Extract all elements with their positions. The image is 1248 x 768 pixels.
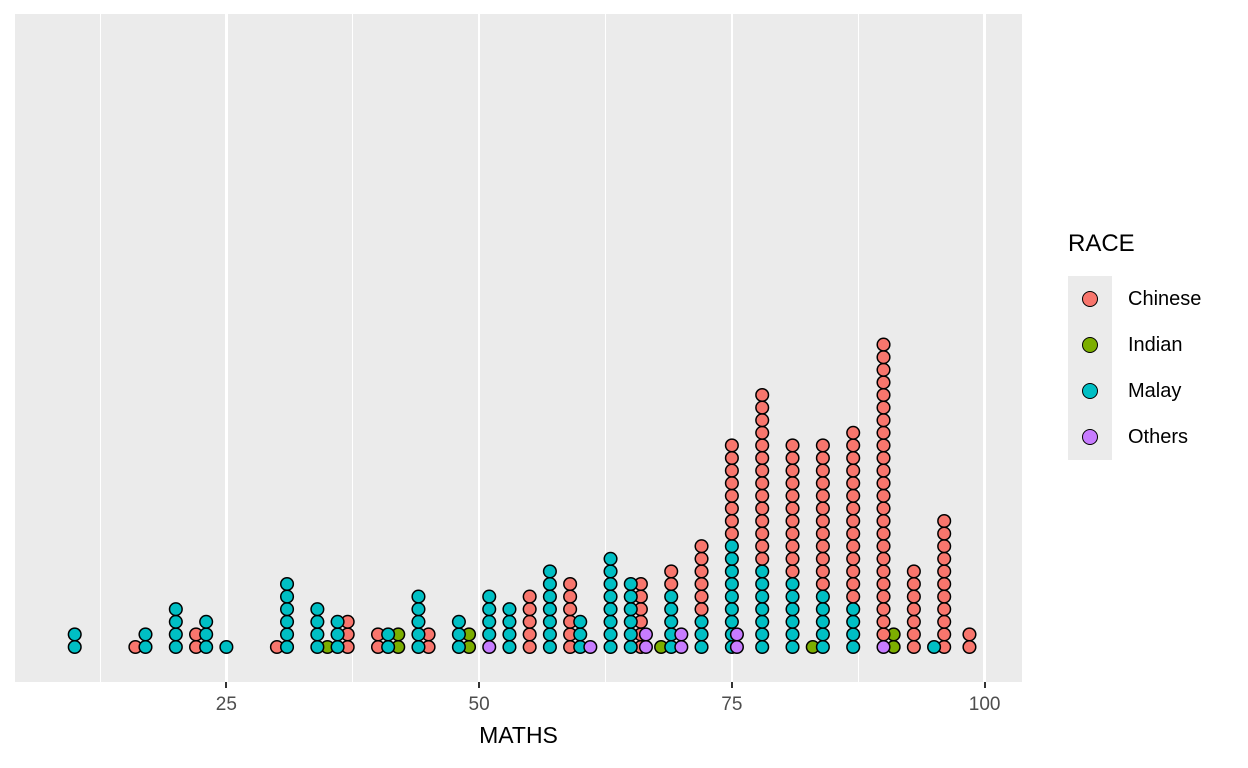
major-gridline	[983, 14, 986, 682]
legend-key	[1068, 276, 1112, 322]
legend-entry-chinese: Chinese	[1068, 276, 1201, 322]
malay-dot-icon	[1082, 383, 1098, 399]
major-gridline	[477, 14, 481, 682]
legend-entry-others: Others	[1068, 414, 1201, 460]
legend-label: Malay	[1128, 379, 1182, 402]
x-tick-label: 75	[721, 694, 743, 715]
others-dot-icon	[1082, 429, 1098, 445]
x-tick-mark	[730, 682, 733, 688]
legend-label: Chinese	[1128, 287, 1202, 310]
major-gridline	[225, 14, 228, 682]
legend-key	[1068, 322, 1112, 368]
x-axis-title: MATHS	[479, 722, 558, 748]
x-tick-label: 25	[215, 694, 237, 715]
legend-key	[1068, 414, 1112, 460]
x-tick-label: 50	[468, 694, 490, 715]
minor-gridline	[99, 14, 101, 682]
legend-entry-indian: Indian	[1068, 322, 1201, 368]
legend-key	[1068, 368, 1112, 414]
x-tick-mark	[983, 682, 986, 688]
x-tick-mark	[225, 682, 228, 688]
legend-label: Indian	[1128, 333, 1183, 356]
legend-label: Others	[1128, 425, 1189, 448]
minor-gridline	[857, 14, 859, 682]
x-tick-mark	[478, 682, 481, 688]
legend-title: RACE	[1068, 230, 1135, 257]
minor-gridline	[605, 14, 606, 682]
x-tick-label: 100	[968, 694, 1001, 715]
legend-entry-malay: Malay	[1068, 368, 1201, 414]
legend: RACE Chinese Indian Malay Others	[1068, 230, 1201, 460]
indian-dot-icon	[1082, 337, 1098, 353]
major-gridline	[730, 14, 734, 682]
minor-gridline	[352, 14, 354, 682]
chinese-dot-icon	[1082, 291, 1098, 307]
plot-panel	[15, 14, 1022, 682]
